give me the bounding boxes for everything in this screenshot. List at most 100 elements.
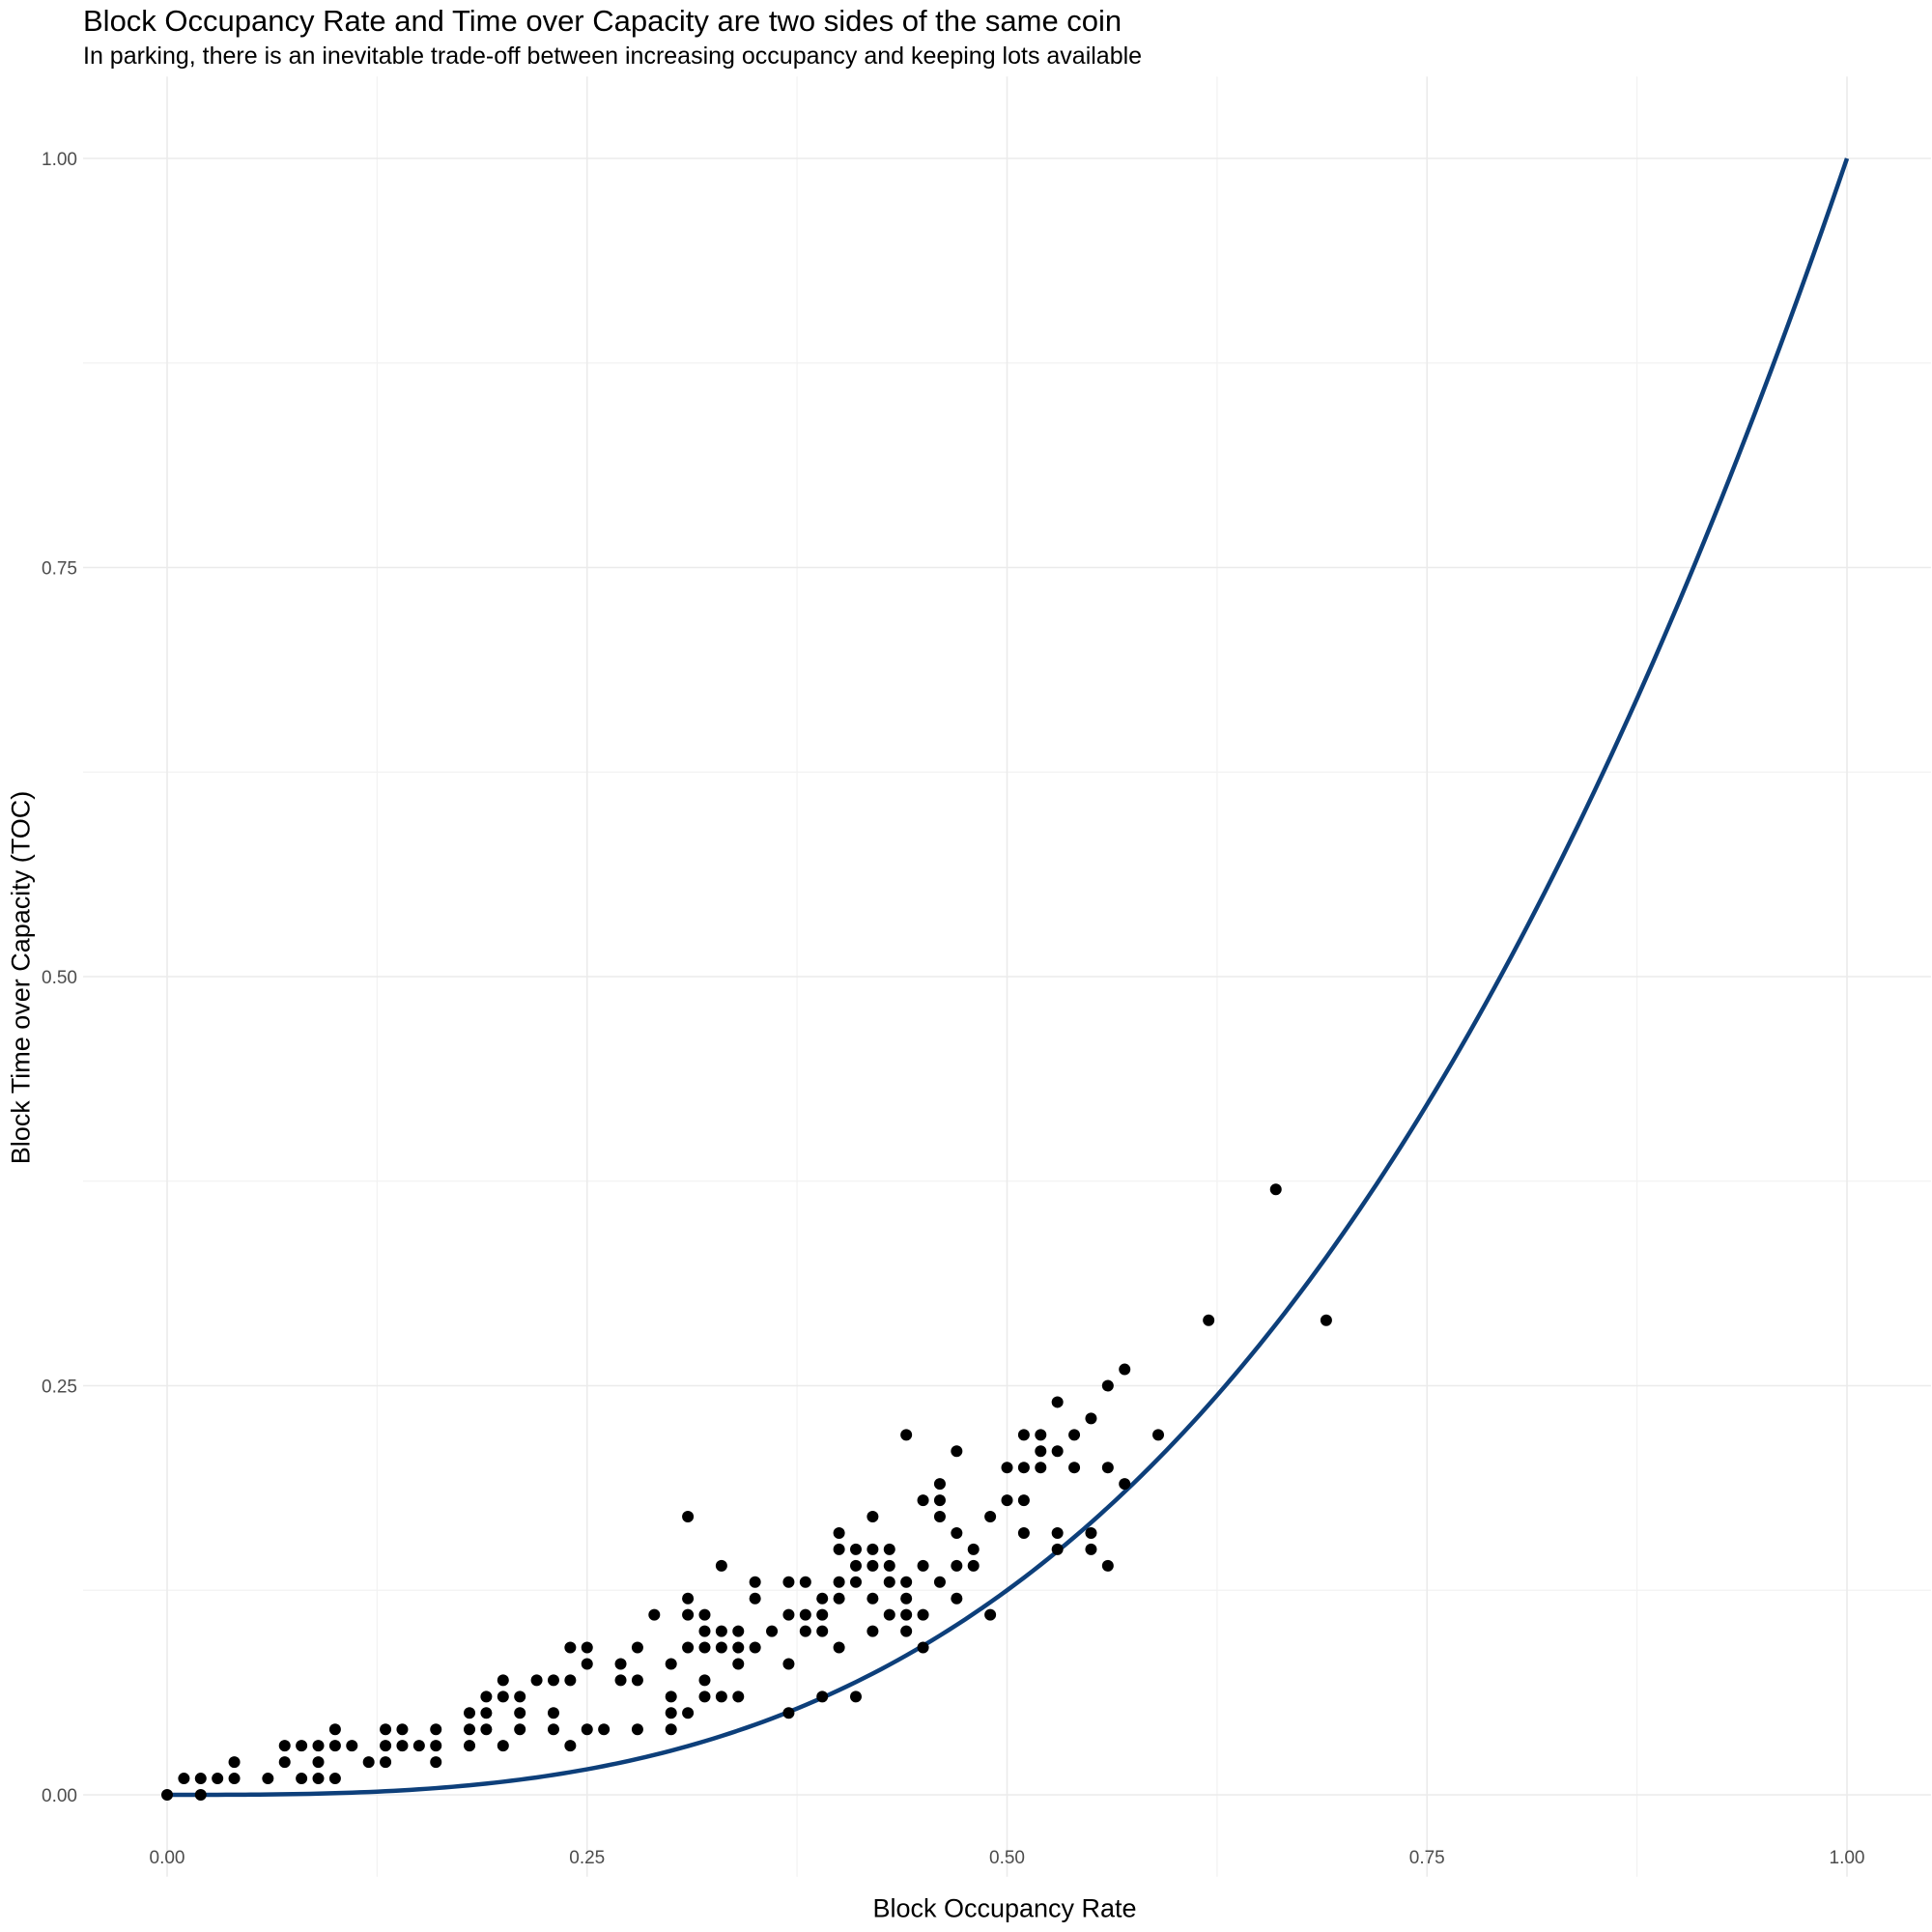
data-point	[1068, 1429, 1081, 1441]
data-point	[464, 1740, 476, 1752]
y-tick-label: 1.00	[42, 150, 77, 170]
data-point	[1017, 1526, 1030, 1539]
data-point	[194, 1773, 207, 1785]
data-point	[782, 1576, 795, 1588]
data-point	[766, 1625, 779, 1637]
data-point	[1269, 1183, 1282, 1196]
data-point	[984, 1608, 997, 1621]
data-point	[1051, 1396, 1064, 1408]
data-point	[278, 1756, 291, 1769]
data-point	[867, 1511, 879, 1523]
data-point	[1152, 1429, 1165, 1441]
chart-title: Block Occupancy Rate and Time over Capac…	[83, 4, 1122, 38]
data-point	[900, 1429, 913, 1441]
data-point	[530, 1674, 543, 1687]
data-point	[396, 1723, 409, 1736]
data-point	[951, 1526, 963, 1539]
data-point	[967, 1559, 980, 1572]
data-point	[833, 1592, 845, 1605]
data-point	[917, 1608, 929, 1621]
data-point	[665, 1723, 677, 1736]
data-point	[161, 1789, 173, 1801]
data-point	[951, 1445, 963, 1458]
data-point	[514, 1723, 526, 1736]
y-tick-label: 0.75	[42, 559, 77, 580]
data-point	[715, 1690, 727, 1703]
data-point	[380, 1756, 392, 1769]
x-axis-label: Block Occupancy Rate	[872, 1893, 1137, 1923]
data-point	[430, 1723, 442, 1736]
data-point	[849, 1543, 862, 1555]
data-point	[480, 1723, 493, 1736]
data-point	[749, 1641, 761, 1654]
data-point	[1101, 1379, 1114, 1392]
data-point	[464, 1723, 476, 1736]
x-tick-label: 0.25	[569, 1848, 605, 1868]
data-point	[278, 1740, 291, 1752]
data-point	[833, 1641, 845, 1654]
data-point	[648, 1608, 661, 1621]
data-point	[732, 1625, 745, 1637]
data-point	[833, 1576, 845, 1588]
data-point	[782, 1608, 795, 1621]
data-point	[1017, 1429, 1030, 1441]
data-point	[682, 1608, 695, 1621]
data-point	[933, 1494, 946, 1507]
data-point	[849, 1690, 862, 1703]
data-point	[1051, 1445, 1064, 1458]
data-point	[900, 1625, 913, 1637]
data-point	[698, 1625, 711, 1637]
data-point	[749, 1592, 761, 1605]
data-point	[867, 1543, 879, 1555]
data-point	[1203, 1314, 1215, 1326]
data-point	[799, 1576, 811, 1588]
data-point	[178, 1773, 190, 1785]
data-point	[1001, 1494, 1013, 1507]
data-point	[749, 1576, 761, 1588]
data-point	[984, 1511, 997, 1523]
chart-subtitle: In parking, there is an inevitable trade…	[83, 43, 1143, 70]
data-point	[816, 1592, 829, 1605]
data-point	[564, 1674, 577, 1687]
data-point	[262, 1773, 274, 1785]
data-point	[682, 1707, 695, 1719]
data-point	[346, 1740, 358, 1752]
data-point	[665, 1707, 677, 1719]
data-point	[1051, 1526, 1064, 1539]
data-point	[715, 1559, 727, 1572]
data-point	[917, 1559, 929, 1572]
data-point	[1017, 1494, 1030, 1507]
y-tick-label: 0.50	[42, 968, 77, 988]
data-point	[396, 1740, 409, 1752]
data-point	[917, 1494, 929, 1507]
data-point	[682, 1592, 695, 1605]
data-point	[799, 1625, 811, 1637]
data-point	[547, 1723, 559, 1736]
data-point	[430, 1740, 442, 1752]
data-point	[917, 1641, 929, 1654]
data-point	[497, 1690, 509, 1703]
data-point	[732, 1658, 745, 1670]
data-point	[328, 1723, 341, 1736]
data-point	[1119, 1363, 1131, 1376]
y-tick-label: 0.00	[42, 1786, 77, 1806]
data-point	[1051, 1543, 1064, 1555]
data-point	[1320, 1314, 1332, 1326]
data-point	[732, 1690, 745, 1703]
data-point	[228, 1756, 241, 1769]
data-point	[951, 1592, 963, 1605]
data-point	[412, 1740, 425, 1752]
x-tick-label: 0.00	[150, 1848, 185, 1868]
data-point	[631, 1641, 643, 1654]
data-point	[564, 1740, 577, 1752]
data-point	[883, 1543, 895, 1555]
data-point	[564, 1641, 577, 1654]
data-point	[312, 1740, 325, 1752]
data-point	[867, 1559, 879, 1572]
data-point	[682, 1641, 695, 1654]
data-point	[514, 1707, 526, 1719]
data-point	[380, 1723, 392, 1736]
data-point	[514, 1690, 526, 1703]
data-point	[849, 1576, 862, 1588]
